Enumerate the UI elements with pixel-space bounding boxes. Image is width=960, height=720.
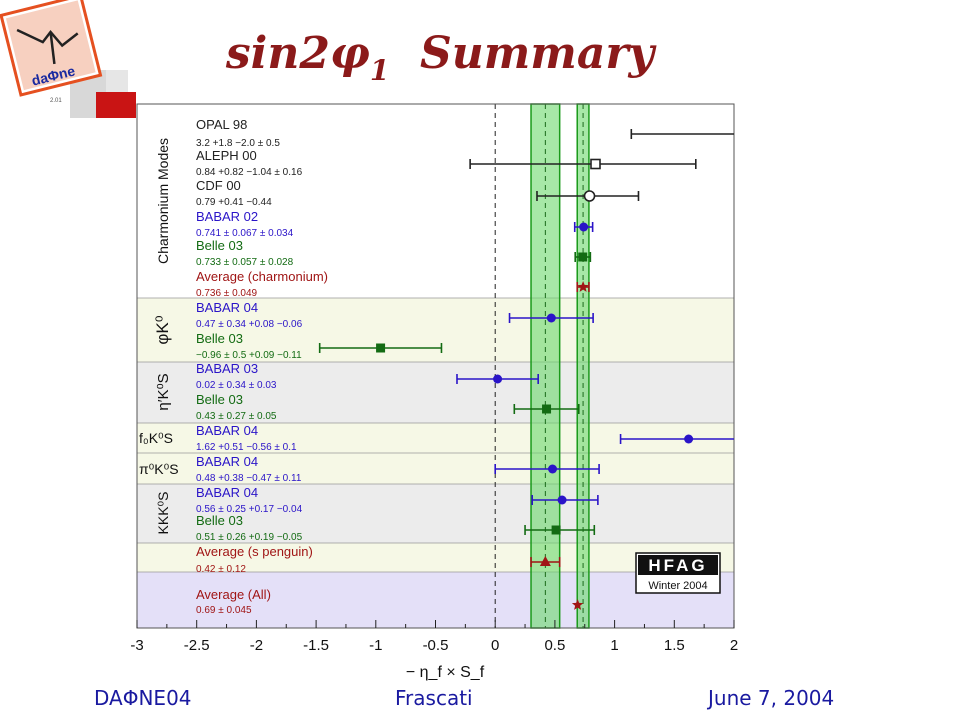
measurement-value: 0.02 ± 0.34 ± 0.03 [196, 380, 277, 391]
x-tick-label: 0.5 [544, 637, 565, 654]
x-tick-label: 1 [610, 637, 618, 654]
group-background [137, 104, 734, 298]
title-phi: φ [330, 28, 370, 79]
measurement-name: BABAR 04 [196, 300, 258, 315]
slide-title: sin2φ1 Summary [0, 28, 880, 87]
data-point [551, 525, 561, 535]
hfag-badge-subtitle: Winter 2004 [648, 580, 707, 592]
measurement-name: ALEPH 00 [196, 148, 257, 163]
measurement-name: Belle 03 [196, 513, 243, 528]
hfag-badge-title: HFAG [648, 556, 707, 575]
data-point [577, 281, 589, 292]
group-label: f₀K⁰S [139, 430, 173, 446]
measurement-name: CDF 00 [196, 178, 241, 193]
data-point [548, 464, 558, 474]
data-point [579, 222, 589, 232]
group-label: η′K⁰S [155, 373, 172, 410]
group-label: KKK⁰S [155, 492, 171, 535]
measurement-name: Belle 03 [196, 238, 243, 253]
data-point [590, 158, 601, 170]
x-tick-label: -3 [130, 637, 143, 654]
x-tick-label: -2.5 [184, 637, 210, 654]
x-tick-label: 1.5 [664, 637, 685, 654]
measurement-value: 0.69 ± 0.045 [196, 605, 252, 616]
measurement-value: 0.51 ± 0.26 +0.19 −0.05 [196, 532, 303, 543]
data-point [583, 190, 596, 202]
measurement-value: 0.79 +0.41 −0.44 [196, 197, 272, 208]
measurement-value: 0.733 ± 0.057 ± 0.028 [196, 257, 294, 268]
group-background [137, 543, 734, 572]
data-point [539, 556, 551, 566]
group-background [137, 423, 734, 453]
group-background [137, 298, 734, 362]
x-tick-label: -0.5 [423, 637, 449, 654]
footer-center: Frascati [395, 686, 473, 710]
logo-small-text: 2.01 [50, 98, 62, 104]
measurement-value: −0.96 ± 0.5 +0.09 −0.11 [196, 350, 302, 361]
measurement-name: BABAR 04 [196, 423, 258, 438]
data-point [557, 495, 567, 505]
data-point [376, 343, 386, 353]
title-subscript: 1 [369, 54, 390, 87]
x-tick-label: -1 [369, 637, 382, 654]
data-point [578, 252, 588, 262]
group-background [137, 572, 734, 628]
data-point [571, 599, 584, 610]
measurement-value: 0.56 ± 0.25 +0.17 −0.04 [196, 504, 303, 515]
footer-left: DAΦNE04 [94, 686, 192, 710]
slide-footer: DAΦNE04 Frascati June 7, 2004 [0, 686, 960, 716]
measurement-value: 0.43 ± 0.27 ± 0.05 [196, 411, 277, 422]
measurement-value: 0.42 ± 0.12 [196, 564, 246, 575]
measurement-name: BABAR 04 [196, 485, 258, 500]
group-background [137, 362, 734, 423]
group-background [137, 453, 734, 484]
measurement-value: 0.741 ± 0.067 ± 0.034 [196, 228, 294, 239]
dafne-logo: daΦne 2.01 [0, 0, 136, 118]
measurement-value: 0.47 ± 0.34 +0.08 −0.06 [196, 319, 303, 330]
title-rest: Summary [419, 28, 655, 79]
measurement-name: BABAR 02 [196, 209, 258, 224]
x-axis-label: − η_f × S_f [406, 664, 485, 681]
group-label: π⁰K⁰S [139, 461, 179, 477]
measurement-value: 1.62 +0.51 −0.56 ± 0.1 [196, 442, 297, 453]
data-point [542, 404, 552, 414]
measurement-name: Average (charmonium) [196, 269, 328, 284]
group-label: φK⁰ [153, 315, 172, 344]
measurement-value: 0.736 ± 0.049 [196, 288, 258, 299]
data-point [493, 374, 503, 384]
x-tick-label: 0 [491, 637, 499, 654]
measurement-name: Average (s penguin) [196, 544, 313, 559]
title-main: sin2 [225, 28, 330, 79]
measurement-name: Belle 03 [196, 331, 243, 346]
measurement-value: 0.48 +0.38 −0.47 ± 0.11 [196, 473, 302, 484]
measurement-value: 3.2 +1.8 −2.0 ± 0.5 [196, 138, 280, 149]
group-background [137, 484, 734, 543]
measurement-name: Average (All) [196, 587, 271, 602]
measurement-name: BABAR 03 [196, 361, 258, 376]
data-point [546, 313, 556, 323]
measurement-name: BABAR 04 [196, 454, 258, 469]
footer-right: June 7, 2004 [708, 686, 835, 710]
hfag-badge: HFAG Winter 2004 [635, 552, 721, 594]
x-tick-label: -2 [250, 637, 263, 654]
measurement-name: OPAL 98 [196, 117, 247, 132]
data-point [684, 434, 694, 444]
group-label: Charmonium Modes [155, 138, 171, 264]
measurement-name: Belle 03 [196, 392, 243, 407]
x-tick-label: -1.5 [303, 637, 329, 654]
measurement-value: 0.84 +0.82 −1.04 ± 0.16 [196, 167, 303, 178]
x-tick-label: 2 [730, 637, 738, 654]
